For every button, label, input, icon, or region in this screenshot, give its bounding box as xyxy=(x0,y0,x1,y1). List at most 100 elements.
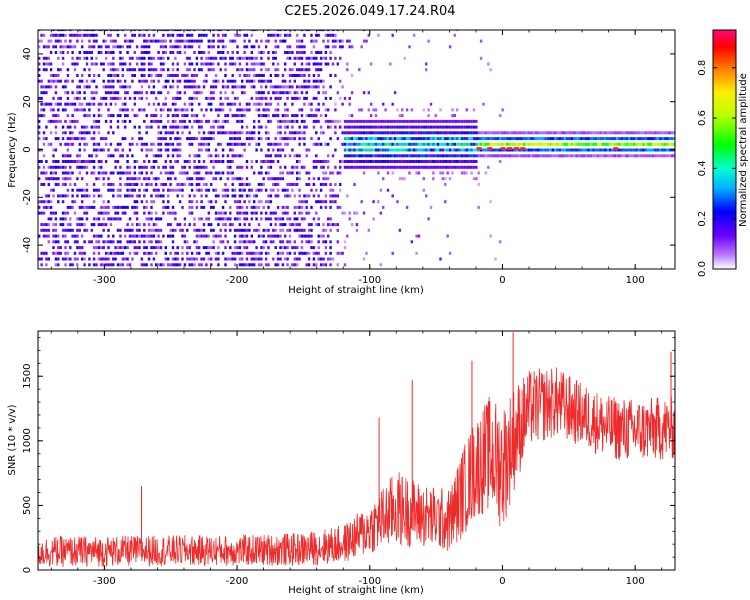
spectrogram-cell xyxy=(229,142,232,146)
spectrogram-cell xyxy=(126,68,129,72)
spectrogram-cell xyxy=(491,148,495,152)
spectrogram-cell xyxy=(281,205,285,209)
spectrogram-cell xyxy=(468,119,471,123)
spectrogram-cell xyxy=(178,39,182,43)
spectrogram-cell xyxy=(496,148,499,152)
spectrogram-cell xyxy=(198,68,201,72)
spectrogram-cell xyxy=(350,119,354,123)
spectrogram-cell xyxy=(494,257,497,261)
spectrogram-cell xyxy=(284,205,287,209)
spectrogram-cell xyxy=(61,234,65,238)
spectrogram-cell xyxy=(276,188,280,192)
spectrogram-cell xyxy=(456,30,459,32)
spectrogram-cell xyxy=(205,188,208,192)
spectrogram-cell xyxy=(83,108,86,112)
spectrogram-cell xyxy=(126,194,129,198)
spectrogram-cell xyxy=(592,142,595,146)
spectrogram-cell xyxy=(92,39,96,43)
spectrogram-cell xyxy=(214,148,218,152)
spectrogram-cell xyxy=(64,211,67,215)
spectrogram-cell xyxy=(61,108,65,112)
spectrogram-cell xyxy=(217,39,220,43)
spectrogram-cell xyxy=(140,56,144,60)
spectrogram-cell xyxy=(341,211,344,215)
spectrogram-cell xyxy=(76,62,79,66)
spectrogram-cell xyxy=(210,228,213,232)
spectrogram-cell xyxy=(224,85,227,89)
spectrogram-cell xyxy=(78,160,81,163)
spectrogram-cell xyxy=(205,74,208,77)
spectrogram-cell xyxy=(303,33,306,37)
spectrogram-cell xyxy=(255,30,258,32)
spectrogram-cell xyxy=(432,177,435,181)
spectrogram-cell xyxy=(71,137,74,141)
spectrogram-cell xyxy=(281,119,285,123)
spectrogram-cell xyxy=(260,102,263,106)
spectrogram-cell xyxy=(64,263,67,267)
spectrogram-cell xyxy=(64,154,67,158)
spectrogram-cell xyxy=(90,240,93,244)
spectrogram-cell xyxy=(286,251,289,255)
spectrogram-cell xyxy=(109,251,113,255)
spectrogram-cell xyxy=(109,188,113,192)
spectrogram-cell xyxy=(403,137,406,141)
spectrogram-cell xyxy=(317,177,320,181)
spectrogram-cell xyxy=(128,183,132,186)
spectrogram-cell xyxy=(176,183,179,186)
spectrogram-cell xyxy=(296,160,299,163)
spectrogram-cell xyxy=(618,137,621,141)
spectrogram-cell xyxy=(353,137,356,141)
spectrogram-cell xyxy=(49,62,53,66)
spectrogram-cell xyxy=(640,148,643,152)
spectrogram-cell xyxy=(186,108,189,112)
spectrogram-cell xyxy=(264,85,268,89)
spectrogram-cell xyxy=(587,154,590,158)
spectrogram-cell xyxy=(102,246,105,250)
spectrogram-cell xyxy=(112,263,115,267)
spectrogram-cell xyxy=(663,154,667,158)
spectrogram-cell xyxy=(202,85,206,89)
spectrogram-cell xyxy=(76,154,79,158)
spectrogram-cell xyxy=(315,68,318,72)
spectrogram-cell xyxy=(382,137,385,141)
spectrogram-cell xyxy=(64,142,67,146)
spectrogram-cell xyxy=(100,96,103,100)
spectrogram-cell xyxy=(83,205,86,209)
spectrogram-cell xyxy=(238,183,242,186)
spectrogram-cell xyxy=(83,240,86,244)
spectrogram-cell xyxy=(38,39,41,43)
spectrogram-cell xyxy=(305,148,308,152)
spectrogram-cell xyxy=(147,228,151,232)
spectrogram-cell xyxy=(157,263,160,267)
spectrogram-cell xyxy=(317,223,320,227)
spectrogram-cell xyxy=(112,114,115,118)
spectrogram-cell xyxy=(54,165,58,169)
spectrogram-cell xyxy=(284,246,287,250)
spectrogram-cell xyxy=(221,85,225,89)
spectrogram-cell xyxy=(422,148,425,152)
spectrogram-cell xyxy=(76,228,79,232)
spectrogram-cell xyxy=(315,39,318,43)
spectrogram-cell xyxy=(195,188,199,192)
spectrogram-cell xyxy=(200,257,203,261)
spectrogram-cell xyxy=(472,154,476,158)
spectrogram-cell xyxy=(425,165,428,169)
spectrogram-cell xyxy=(198,228,201,232)
spectrogram-cell xyxy=(171,131,175,135)
spectrogram-cell xyxy=(159,154,163,158)
spectrogram-cell xyxy=(286,171,289,175)
spectrogram-cell xyxy=(585,137,588,141)
spectrogram-cell xyxy=(317,246,320,250)
spectrogram-cell xyxy=(401,148,404,152)
spectrogram-cell xyxy=(257,257,261,261)
spectrogram-cell xyxy=(219,211,222,215)
spectrogram-cell xyxy=(135,45,139,49)
spectrogram-cell xyxy=(61,171,65,175)
spectrogram-cell xyxy=(350,142,354,146)
spectrogram-cell xyxy=(155,183,158,186)
spectrogram-cell xyxy=(214,211,218,215)
spectrogram-cell xyxy=(257,79,261,83)
spectrogram-cell xyxy=(608,142,612,146)
spectrogram-cell xyxy=(124,228,127,232)
spectrogram-cell xyxy=(205,79,208,83)
